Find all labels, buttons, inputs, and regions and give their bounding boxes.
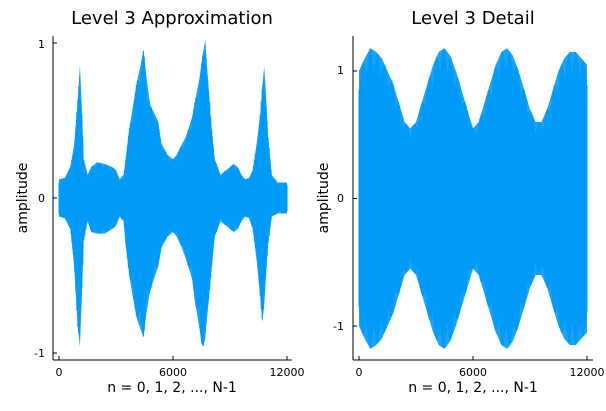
panel-approximation: Level 3 Approximation amplitude n = 0, 1…: [15, 8, 305, 396]
x-axis-label: n = 0, 1, 2, ..., N-1: [107, 380, 237, 396]
y-axis-label: amplitude: [15, 163, 31, 234]
y-tick-label: 0: [38, 192, 45, 205]
x-tick-label: 0: [56, 366, 63, 379]
y-axis-label: amplitude: [316, 163, 332, 234]
x-tick-label: 6000: [459, 366, 487, 379]
chart-title: Level 3 Detail: [411, 8, 534, 29]
panel-detail: Level 3 Detail amplitude n = 0, 1, 2, ..…: [316, 8, 605, 396]
chart-title: Level 3 Approximation: [71, 8, 273, 29]
y-tick-label: 0: [337, 192, 344, 205]
y-tick-label: -1: [333, 320, 344, 333]
series-line: [58, 51, 288, 346]
y-tick-label: 1: [38, 38, 45, 51]
series-line: [358, 49, 588, 348]
plot-area: [53, 39, 288, 360]
x-tick-label: 12000: [270, 366, 305, 379]
x-tick-label: 6000: [159, 366, 187, 379]
x-tick-label: 12000: [570, 366, 605, 379]
plot-area: [353, 48, 588, 360]
y-tick-label: -1: [34, 347, 45, 360]
x-axis-label: n = 0, 1, 2, ..., N-1: [408, 380, 538, 396]
x-tick-label: 0: [356, 366, 363, 379]
y-tick-label: 1: [337, 64, 344, 77]
